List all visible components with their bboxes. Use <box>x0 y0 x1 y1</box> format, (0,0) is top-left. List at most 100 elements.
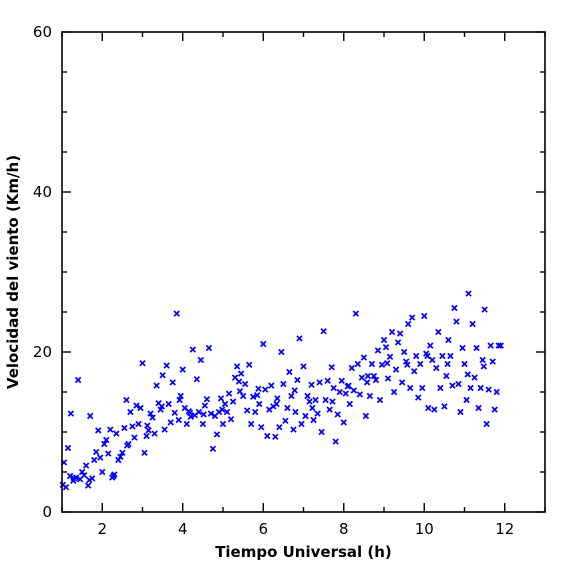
data-point <box>239 392 247 400</box>
data-point <box>376 396 384 404</box>
data-point <box>197 356 205 364</box>
data-point <box>338 377 345 385</box>
data-point <box>364 372 372 380</box>
data-point <box>217 395 225 402</box>
data-point <box>329 398 336 405</box>
data-point <box>451 304 458 312</box>
data-point <box>352 310 360 317</box>
data-point <box>336 388 343 396</box>
data-point <box>273 400 280 408</box>
data-point <box>290 426 297 433</box>
data-point <box>131 434 138 441</box>
data-point <box>368 360 376 368</box>
data-point <box>463 396 470 404</box>
data-point <box>443 372 450 380</box>
data-point <box>314 410 321 417</box>
data-point <box>143 432 150 440</box>
data-point <box>200 411 207 418</box>
data-point <box>384 375 392 382</box>
data-point <box>254 391 261 399</box>
data-point <box>95 427 102 434</box>
data-point <box>406 384 414 392</box>
data-point <box>372 376 380 384</box>
data-point <box>302 412 309 420</box>
data-point <box>439 352 446 360</box>
data-point <box>169 379 176 386</box>
data-point <box>480 363 488 370</box>
data-point <box>300 363 307 370</box>
data-point <box>398 379 406 386</box>
data-point <box>400 348 408 356</box>
data-point <box>247 420 255 428</box>
data-point <box>473 344 480 352</box>
data-point <box>67 410 75 417</box>
data-point <box>479 356 486 364</box>
data-point <box>123 396 130 404</box>
data-point <box>255 385 262 393</box>
data-point <box>189 346 197 353</box>
data-point <box>457 408 464 416</box>
data-point <box>444 360 451 368</box>
data-point <box>264 432 271 440</box>
data-point <box>274 395 281 402</box>
data-point <box>374 347 382 354</box>
data-point <box>310 416 317 424</box>
data-point <box>272 433 279 441</box>
x-axis-label: Tiempo Universal (h) <box>215 543 392 561</box>
data-point <box>151 430 158 437</box>
data-point <box>66 472 74 480</box>
data-point <box>158 403 166 410</box>
data-point <box>481 306 488 313</box>
data-point <box>396 330 404 337</box>
data-point <box>469 320 476 328</box>
data-point <box>455 380 462 388</box>
data-point <box>312 396 319 404</box>
data-point <box>243 407 251 414</box>
data-point <box>404 320 412 328</box>
data-point <box>487 342 494 349</box>
data-point <box>199 420 207 428</box>
data-point <box>471 374 478 381</box>
data-point <box>459 344 466 352</box>
data-point <box>163 362 170 369</box>
data-point <box>119 449 126 457</box>
data-point <box>291 387 298 394</box>
y-tick-label: 60 <box>33 23 52 41</box>
data-point <box>465 290 472 297</box>
data-point <box>227 415 235 423</box>
data-point <box>171 409 178 417</box>
data-point <box>213 431 221 438</box>
x-tick-label: 10 <box>415 520 434 538</box>
data-point <box>437 384 444 392</box>
data-point <box>203 395 211 403</box>
data-point <box>173 310 180 317</box>
data-point <box>80 471 88 479</box>
data-point <box>419 384 426 392</box>
data-point <box>218 406 226 413</box>
x-tick-label: 6 <box>258 520 268 538</box>
data-point <box>324 377 331 385</box>
data-point <box>380 336 388 344</box>
data-point <box>159 371 166 379</box>
data-point <box>328 363 335 371</box>
data-point <box>110 472 117 480</box>
data-point <box>424 352 431 360</box>
data-point <box>186 409 194 417</box>
x-tick-label: 4 <box>178 520 188 538</box>
data-point <box>278 348 285 356</box>
data-point <box>280 380 287 388</box>
data-point <box>477 384 484 392</box>
data-point <box>241 380 249 388</box>
data-point <box>70 475 78 482</box>
data-point <box>262 386 269 393</box>
data-point <box>288 392 295 400</box>
data-point <box>493 388 500 396</box>
data-point <box>497 342 504 349</box>
data-point <box>86 476 93 484</box>
data-point <box>124 442 131 449</box>
data-point <box>137 404 144 412</box>
data-point <box>144 422 151 429</box>
data-point <box>320 327 327 335</box>
data-point <box>354 360 362 368</box>
